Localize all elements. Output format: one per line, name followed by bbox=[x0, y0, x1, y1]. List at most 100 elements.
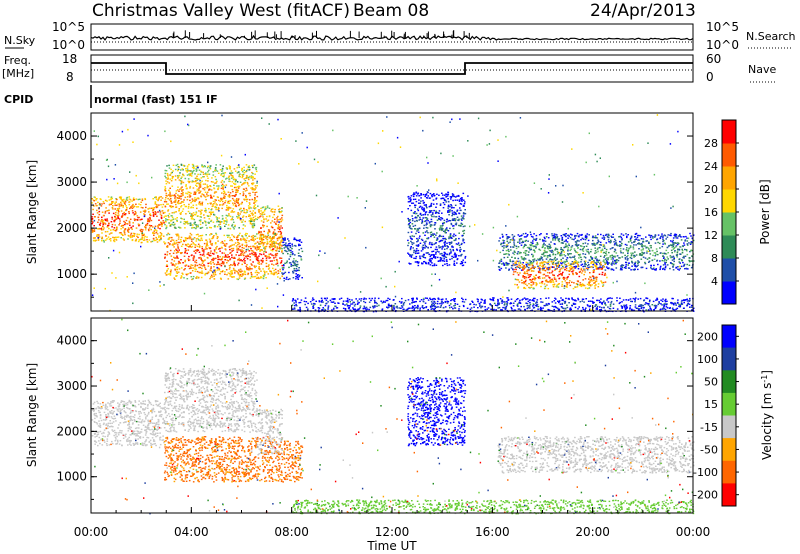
range-cell bbox=[443, 254, 446, 257]
range-cell bbox=[663, 239, 665, 242]
range-cell bbox=[407, 224, 410, 226]
range-cell bbox=[188, 181, 190, 184]
range-cell bbox=[169, 253, 171, 255]
range-cell bbox=[173, 224, 176, 226]
range-cell bbox=[223, 184, 225, 187]
range-cell bbox=[117, 208, 120, 210]
range-cell bbox=[259, 233, 262, 235]
range-cell bbox=[573, 238, 575, 241]
range-cell bbox=[438, 194, 440, 196]
range-cell bbox=[193, 222, 195, 224]
range-cell bbox=[201, 166, 204, 168]
range-cell bbox=[260, 263, 263, 265]
range-cell bbox=[217, 199, 220, 202]
range-cell bbox=[285, 278, 287, 280]
range-cell bbox=[686, 243, 689, 245]
range-cell bbox=[633, 264, 636, 266]
range-cell bbox=[261, 237, 264, 239]
range-cell bbox=[605, 262, 607, 264]
range-cell bbox=[116, 198, 118, 201]
range-cell bbox=[186, 237, 189, 240]
range-cell bbox=[105, 207, 107, 209]
range-cell bbox=[115, 230, 117, 232]
range-cell bbox=[297, 277, 299, 279]
range-cell bbox=[201, 193, 204, 195]
range-cell bbox=[258, 261, 260, 264]
range-cell bbox=[615, 252, 618, 254]
range-cell bbox=[665, 249, 668, 252]
range-cell bbox=[687, 268, 689, 270]
range-cell bbox=[167, 178, 169, 180]
range-cell bbox=[603, 251, 606, 254]
range-cell bbox=[228, 175, 230, 177]
range-cell bbox=[544, 240, 547, 242]
range-cell bbox=[561, 248, 564, 251]
range-cell bbox=[588, 278, 590, 280]
range-cell bbox=[154, 229, 156, 231]
range-cell bbox=[234, 264, 236, 267]
range-cell bbox=[249, 210, 252, 213]
range-cell bbox=[213, 187, 215, 189]
range-cell bbox=[96, 212, 99, 214]
range-cell bbox=[273, 259, 276, 262]
range-cell bbox=[141, 233, 143, 235]
range-cell bbox=[560, 262, 562, 264]
range-cell bbox=[410, 263, 412, 265]
range-cell bbox=[149, 218, 151, 220]
range-cell bbox=[557, 265, 559, 267]
range-cell bbox=[180, 205, 183, 207]
range-cell bbox=[441, 192, 443, 194]
range-cell bbox=[572, 263, 575, 265]
range-cell bbox=[584, 236, 587, 239]
range-cell bbox=[604, 281, 607, 283]
range-cell bbox=[654, 236, 656, 238]
range-cell bbox=[118, 207, 121, 209]
range-cell bbox=[193, 237, 196, 239]
range-cell bbox=[462, 215, 465, 217]
range-cell bbox=[266, 236, 269, 238]
range-cell bbox=[452, 256, 455, 258]
range-cell bbox=[610, 268, 613, 271]
range-cell bbox=[253, 240, 255, 242]
range-cell bbox=[243, 183, 245, 185]
range-cell bbox=[258, 237, 261, 239]
range-cell bbox=[209, 215, 211, 217]
range-cell bbox=[150, 219, 153, 222]
range-cell bbox=[609, 256, 611, 258]
range-cell bbox=[439, 259, 442, 261]
range-cell bbox=[609, 242, 612, 244]
range-cell bbox=[221, 170, 223, 172]
range-cell bbox=[293, 237, 296, 239]
range-cell bbox=[557, 252, 559, 254]
range-cell bbox=[413, 249, 415, 252]
range-cell bbox=[277, 225, 280, 227]
range-cell bbox=[185, 185, 187, 187]
range-cell bbox=[227, 224, 230, 226]
range-cell bbox=[178, 190, 180, 192]
range-cell bbox=[217, 236, 219, 238]
range-cell bbox=[640, 249, 643, 251]
range-cell bbox=[248, 207, 250, 209]
range-cell bbox=[182, 208, 185, 210]
range-cell bbox=[228, 165, 231, 167]
range-cell bbox=[161, 210, 164, 212]
range-cell bbox=[171, 194, 173, 197]
range-cell bbox=[656, 260, 658, 262]
range-cell bbox=[588, 281, 590, 284]
range-cell bbox=[147, 228, 150, 231]
range-cell bbox=[621, 265, 623, 267]
range-cell bbox=[226, 168, 228, 170]
range-cell bbox=[612, 262, 614, 264]
range-cell bbox=[449, 196, 452, 198]
range-cell bbox=[410, 227, 412, 230]
range-cell bbox=[416, 230, 418, 232]
range-cell bbox=[421, 248, 424, 250]
range-cell bbox=[575, 265, 577, 267]
range-cell bbox=[198, 210, 200, 212]
range-cell bbox=[174, 257, 176, 259]
range-cell bbox=[166, 265, 169, 267]
range-cell bbox=[500, 267, 503, 270]
range-cell bbox=[633, 269, 636, 271]
range-cell bbox=[683, 244, 686, 246]
range-cell bbox=[426, 218, 428, 221]
